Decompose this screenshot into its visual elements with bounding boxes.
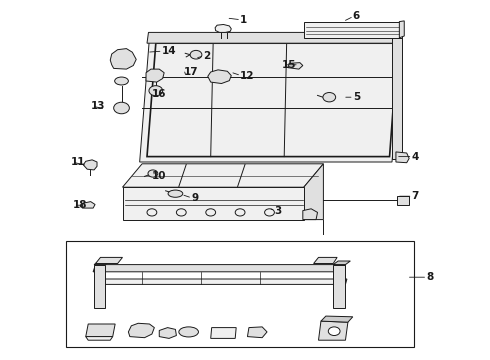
Polygon shape <box>288 63 303 69</box>
Polygon shape <box>333 265 345 308</box>
Text: 7: 7 <box>412 191 419 201</box>
Polygon shape <box>333 261 350 265</box>
Text: 15: 15 <box>282 60 296 70</box>
Polygon shape <box>304 22 402 38</box>
Circle shape <box>149 86 163 96</box>
Polygon shape <box>396 152 409 163</box>
Text: 5: 5 <box>353 92 360 102</box>
Polygon shape <box>93 265 345 272</box>
Polygon shape <box>83 160 97 170</box>
Ellipse shape <box>168 190 183 197</box>
Polygon shape <box>82 202 95 208</box>
Text: 9: 9 <box>191 193 198 203</box>
Polygon shape <box>399 21 404 38</box>
Text: 1: 1 <box>240 15 247 25</box>
Text: 16: 16 <box>152 89 167 99</box>
Polygon shape <box>321 316 353 322</box>
Polygon shape <box>96 257 122 264</box>
Text: 12: 12 <box>240 71 255 81</box>
Polygon shape <box>392 38 402 159</box>
Ellipse shape <box>179 327 198 337</box>
Polygon shape <box>122 164 323 187</box>
Text: 8: 8 <box>426 272 434 282</box>
Text: 4: 4 <box>412 152 419 162</box>
Text: 14: 14 <box>162 46 176 56</box>
Polygon shape <box>140 38 402 162</box>
Polygon shape <box>159 328 176 338</box>
Polygon shape <box>94 265 105 308</box>
Polygon shape <box>122 187 304 220</box>
Polygon shape <box>397 196 409 205</box>
Polygon shape <box>247 327 267 338</box>
Text: 2: 2 <box>203 51 211 61</box>
Polygon shape <box>86 324 115 337</box>
Text: 13: 13 <box>91 101 105 111</box>
Text: 11: 11 <box>71 157 86 167</box>
Text: 3: 3 <box>274 206 282 216</box>
Polygon shape <box>96 279 347 284</box>
Polygon shape <box>318 321 348 340</box>
Polygon shape <box>94 261 110 265</box>
Polygon shape <box>147 32 400 43</box>
Polygon shape <box>208 70 231 84</box>
Polygon shape <box>211 328 236 338</box>
Bar <box>66 241 414 347</box>
Polygon shape <box>146 69 164 82</box>
Circle shape <box>323 93 336 102</box>
Circle shape <box>190 50 202 59</box>
Polygon shape <box>304 164 323 220</box>
Polygon shape <box>314 257 337 264</box>
Text: 6: 6 <box>353 11 360 21</box>
Polygon shape <box>110 49 136 69</box>
Circle shape <box>328 327 340 336</box>
Polygon shape <box>86 337 113 340</box>
Polygon shape <box>303 209 318 220</box>
Circle shape <box>148 170 158 177</box>
Text: 10: 10 <box>152 171 167 181</box>
Text: 17: 17 <box>184 67 198 77</box>
Polygon shape <box>128 323 154 338</box>
Circle shape <box>114 102 129 114</box>
Polygon shape <box>215 24 231 32</box>
Ellipse shape <box>115 77 128 85</box>
Text: 18: 18 <box>73 200 87 210</box>
